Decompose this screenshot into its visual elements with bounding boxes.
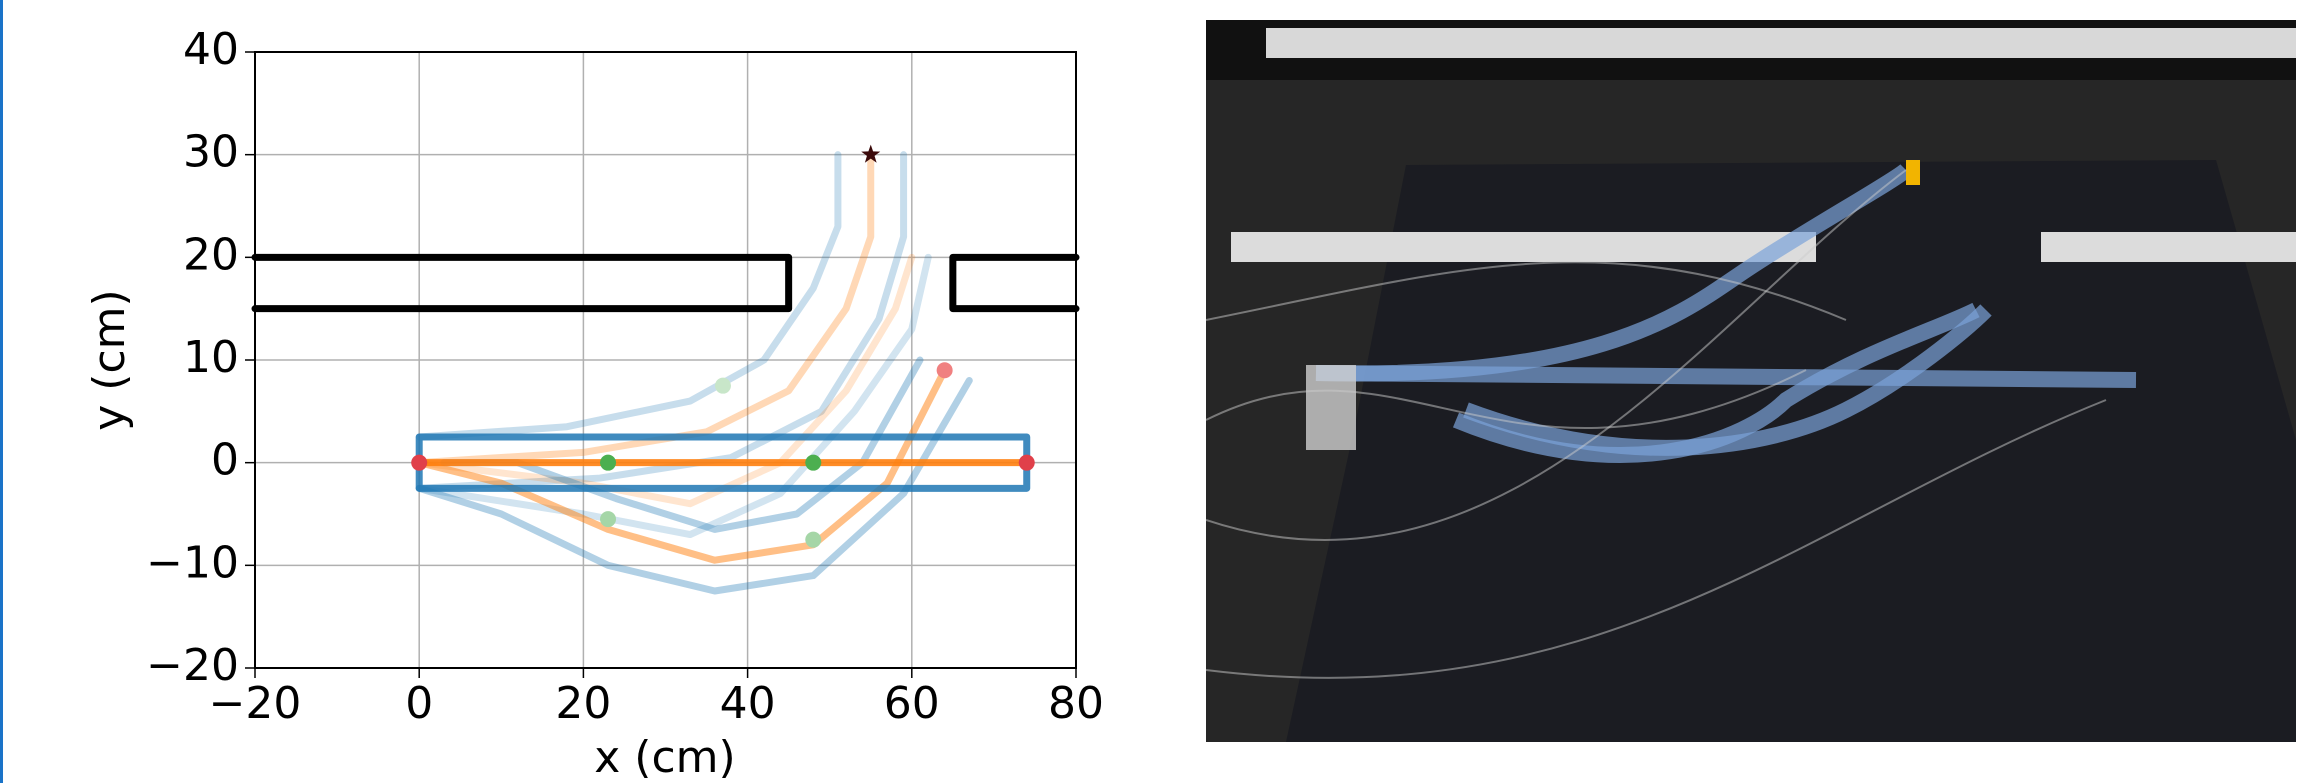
chart: x (cm) y (cm) −20 0 20 40 60 80 −20 −10 0 10 20 30 4… [84,24,1104,783]
point-marker [411,454,428,471]
series-line [415,151,875,467]
series-line [415,151,908,492]
series-line [415,433,1031,492]
x-tick-label: 20 [555,678,611,729]
y-tick-label: −20 [146,640,239,691]
point-marker [600,454,617,471]
left-border [0,0,3,783]
x-axis-label: x (cm) [594,732,735,783]
photo-robot-lower [1452,302,1980,463]
y-tick-label: −10 [146,537,239,588]
x-tick-label: −20 [209,678,302,729]
y-tick-label: 0 [211,435,239,486]
y-tick-label: 10 [183,332,239,383]
target-star [861,144,881,163]
point-marker [805,531,822,548]
point-marker [805,454,822,471]
photo-mat [1286,160,2296,742]
y-tick-label: 30 [183,127,239,178]
point-marker [936,362,953,379]
photo-rail-right [2041,232,2296,262]
point-marker [714,377,731,394]
photo-tubes [1206,169,2107,679]
photo-tip [1906,160,1920,185]
y-tick-label: 20 [183,229,239,280]
photo-top-rail [1266,28,2296,58]
photo-base-block [1306,365,1356,450]
x-tick-label: 0 [405,678,433,729]
experiment-photo [1206,20,2296,742]
series-line [949,253,1080,313]
x-tick-label: 40 [720,678,776,729]
series-line [415,377,973,595]
x-tick-label: 60 [884,678,940,729]
y-axis-label: y (cm) [84,289,135,430]
series-line [251,253,793,313]
photo-rail-left [1231,232,1816,262]
x-tick-label: 80 [1048,678,1104,729]
series-line [415,366,949,564]
y-tick-label: 40 [183,24,239,75]
series-line [415,253,932,539]
plot-frame [254,51,1077,669]
point-marker [1018,454,1035,471]
photo-robot-upper [1315,163,1912,382]
point-marker [600,511,617,528]
series-line [415,151,842,441]
photo-robot-curve [1463,304,1992,456]
photo-robot [1315,163,2137,463]
